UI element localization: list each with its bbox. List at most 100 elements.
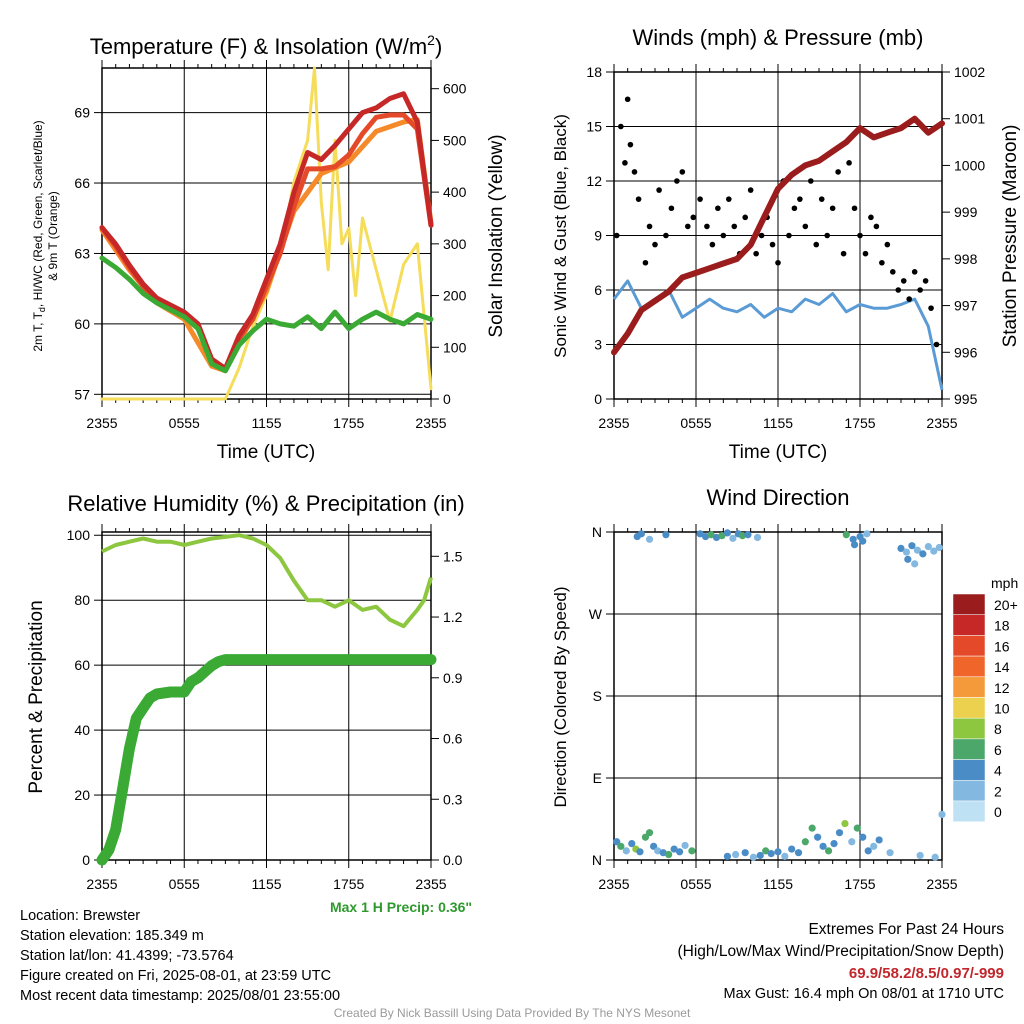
- gust-point: [835, 169, 841, 175]
- right-y-tick-label: 0.9: [443, 670, 463, 686]
- colorbar-label: 8: [994, 721, 1002, 737]
- direction-point: [723, 852, 732, 860]
- colorbar-label: 14: [994, 659, 1010, 675]
- right-y-tick-label: 0.6: [443, 731, 463, 747]
- temperature-title-close: ): [435, 34, 442, 59]
- colorbar-swatch: [952, 780, 986, 802]
- gust-point: [808, 178, 814, 184]
- temperature-line: [99, 91, 434, 371]
- gust-point: [742, 214, 748, 221]
- gust-point: [747, 187, 754, 193]
- gust-point: [868, 214, 874, 221]
- direction-point: [637, 530, 645, 538]
- info-created: Figure created on Fri, 2025-08-01, at 23…: [20, 968, 332, 984]
- y-tick-label: 3: [594, 337, 602, 353]
- colorbar-swatch: [952, 697, 986, 719]
- y-tick-label: 18: [586, 64, 602, 80]
- colorbar-label: 6: [994, 742, 1002, 758]
- gust-point: [690, 214, 697, 221]
- direction-point: [814, 833, 822, 841]
- info-latlon: Station lat/lon: 41.4399; -73.5764: [20, 948, 234, 964]
- colorbar-swatch: [952, 800, 986, 822]
- gust-point: [753, 250, 759, 257]
- direction-point: [696, 530, 704, 538]
- x-tick-label: 2355: [926, 415, 957, 431]
- y-tick-label: 66: [74, 175, 90, 191]
- gust-point: [631, 169, 638, 175]
- direction-point: [911, 560, 919, 568]
- wind-direction-panel-title: Wind Direction: [706, 485, 849, 510]
- colorbar-swatch: [952, 738, 986, 760]
- temperature-title-main: Temperature (F) & Insolation (W/m: [90, 34, 427, 59]
- y-tick-label: 6: [594, 282, 602, 298]
- gust-point: [663, 232, 669, 239]
- direction-point: [718, 532, 726, 540]
- gust-point: [829, 205, 836, 212]
- x-tick-label: 2355: [86, 415, 117, 431]
- gust-point: [813, 241, 820, 248]
- gust-point: [818, 196, 825, 202]
- gust-point: [824, 232, 830, 239]
- y-tick-label: N: [592, 524, 602, 540]
- direction-point: [904, 555, 912, 563]
- y-tick-label: 15: [586, 119, 602, 135]
- right-y-tick-label: 600: [443, 81, 467, 97]
- gust-point: [622, 160, 628, 166]
- colorbar-title: mph: [991, 575, 1018, 591]
- gust-point: [642, 259, 649, 266]
- right-y-tick-label: 100: [443, 339, 467, 355]
- speed-colorbar: 20+ 18 16 14 12 10 8 6 4 2 0: [952, 593, 1018, 822]
- direction-point: [738, 532, 747, 540]
- direction-point: [749, 853, 758, 861]
- x-tick-label: 2355: [926, 876, 957, 892]
- gust-point: [697, 196, 703, 202]
- y-tick-label: 60: [74, 316, 90, 332]
- direction-point: [654, 847, 662, 855]
- colorbar-swatch: [952, 655, 986, 678]
- gust-point: [857, 232, 863, 239]
- temperature-line: [99, 255, 434, 374]
- gust-point: [851, 205, 858, 212]
- direction-point: [676, 848, 684, 856]
- direction-point: [935, 543, 943, 552]
- gust-point: [911, 269, 918, 275]
- colorbar-label: 18: [994, 618, 1010, 634]
- winds-right-axis-label: Station Pressure (Maroon): [1000, 125, 1021, 348]
- direction-point: [617, 842, 625, 850]
- info-recent-timestamp: Most recent data timestamp: 2025/08/01 2…: [20, 988, 341, 1004]
- right-y-tick-label: 0: [443, 391, 451, 407]
- direction-point: [913, 546, 922, 554]
- right-y-tick-label: 0.3: [443, 791, 463, 807]
- direction-point: [732, 850, 740, 859]
- humidity-line: [101, 533, 433, 629]
- direction-point: [897, 544, 905, 553]
- temperature-right-axis-label: Solar Insolation (Yellow): [486, 134, 507, 337]
- direction-point: [930, 547, 938, 555]
- y-tick-label: 60: [74, 657, 90, 673]
- colorbar-swatch: [952, 635, 986, 657]
- direction-point: [916, 851, 924, 860]
- y-tick-label: N: [592, 852, 602, 868]
- direction-point: [848, 838, 856, 846]
- right-y-tick-label: 200: [443, 288, 467, 304]
- y-tick-label: 80: [74, 592, 90, 608]
- direction-point: [628, 840, 636, 848]
- x-tick-label: 2355: [598, 876, 629, 892]
- x-tick-label: 1155: [251, 415, 281, 431]
- x-tick-label: 2355: [415, 876, 446, 892]
- x-tick-label: 0555: [169, 415, 200, 431]
- direction-point: [741, 849, 749, 857]
- colorbar-swatch: [952, 676, 986, 698]
- gust-point: [933, 341, 940, 348]
- extremes-subtitle: (High/Low/Max Wind/Precipitation/Snow De…: [677, 943, 1005, 960]
- direction-point: [622, 847, 630, 855]
- x-tick-label: 1755: [333, 415, 364, 431]
- direction-point: [688, 847, 696, 855]
- gust-point: [758, 232, 765, 239]
- x-tick-label: 1755: [844, 876, 875, 892]
- colorbar-label: 2: [994, 783, 1002, 799]
- right-y-tick-label: 1.2: [443, 609, 463, 625]
- colorbar-label: 4: [994, 763, 1002, 779]
- gust-point: [906, 296, 912, 302]
- gust-point: [884, 241, 891, 248]
